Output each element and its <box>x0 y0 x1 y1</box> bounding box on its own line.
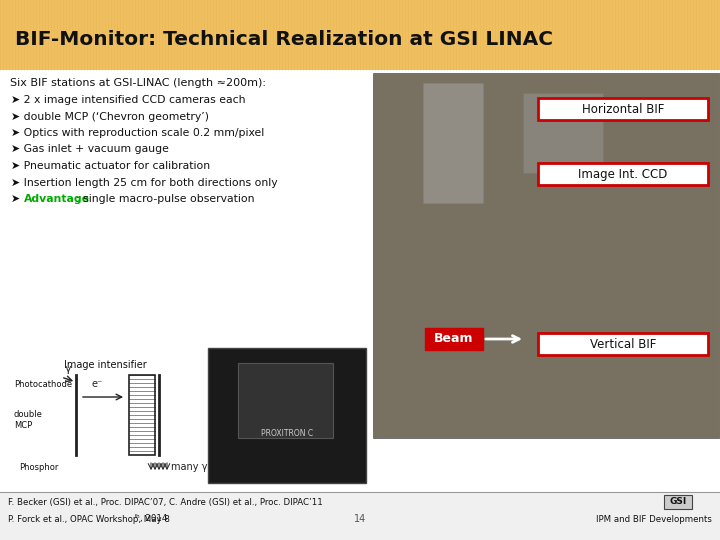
Text: : single macro-pulse observation: : single macro-pulse observation <box>76 194 254 204</box>
Text: ➤ Pneumatic actuator for calibration: ➤ Pneumatic actuator for calibration <box>11 161 210 171</box>
Text: IPM and BIF Developments: IPM and BIF Developments <box>596 515 712 523</box>
Text: Image Int. CCD: Image Int. CCD <box>578 168 667 181</box>
Text: Image intensifier: Image intensifier <box>64 360 147 370</box>
Bar <box>423 83 483 203</box>
Text: BIF-Monitor: Technical Realization at GSI LINAC: BIF-Monitor: Technical Realization at GS… <box>15 30 553 49</box>
Bar <box>373 73 719 438</box>
Text: Photocathode: Photocathode <box>14 380 72 389</box>
Text: e⁻: e⁻ <box>91 379 102 389</box>
Bar <box>129 375 155 455</box>
Text: ➤ Optics with reproduction scale 0.2 mm/pixel: ➤ Optics with reproduction scale 0.2 mm/… <box>11 128 264 138</box>
Text: many γ: many γ <box>171 462 207 472</box>
Bar <box>425 328 483 350</box>
Text: Beam: Beam <box>434 333 474 346</box>
Text: F. Becker (GSI) et al., Proc. DIPAC’07, C. Andre (GSI) et al., Proc. DIPAC’11: F. Becker (GSI) et al., Proc. DIPAC’07, … <box>8 498 323 508</box>
Text: Horizontal BIF: Horizontal BIF <box>582 103 664 116</box>
Text: Phosphor: Phosphor <box>19 463 58 472</box>
Text: Six BIF stations at GSI-LINAC (length ≈200m):: Six BIF stations at GSI-LINAC (length ≈2… <box>10 78 266 88</box>
Bar <box>238 363 333 438</box>
Text: ➤ Gas inlet + vacuum gauge: ➤ Gas inlet + vacuum gauge <box>11 145 169 154</box>
Bar <box>0 0 720 70</box>
Text: Vertical BIF: Vertical BIF <box>590 338 656 351</box>
Bar <box>0 70 720 540</box>
Bar <box>208 348 366 483</box>
Text: GSI: GSI <box>670 497 687 507</box>
Text: γ: γ <box>65 364 71 374</box>
Bar <box>664 495 692 509</box>
Text: P. Forck et al., OPAC Workshop, May 8: P. Forck et al., OPAC Workshop, May 8 <box>8 515 170 523</box>
Text: , 2014: , 2014 <box>140 515 167 523</box>
Text: PROXITRON C: PROXITRON C <box>261 429 313 437</box>
Bar <box>538 163 708 185</box>
Text: double
MCP: double MCP <box>14 410 43 430</box>
Text: Advantage: Advantage <box>24 194 90 204</box>
Text: 14: 14 <box>354 514 366 524</box>
Text: ➤ double MCP (‘Chevron geometry’): ➤ double MCP (‘Chevron geometry’) <box>11 111 209 122</box>
Bar <box>538 333 708 355</box>
Text: ➤: ➤ <box>11 194 24 204</box>
Bar <box>538 98 708 120</box>
Bar <box>0 492 720 540</box>
Text: th: th <box>135 514 140 518</box>
Text: ➤ 2 x image intensified CCD cameras each: ➤ 2 x image intensified CCD cameras each <box>11 95 246 105</box>
Text: ➤ Insertion length 25 cm for both directions only: ➤ Insertion length 25 cm for both direct… <box>11 178 278 187</box>
Bar <box>523 93 603 173</box>
